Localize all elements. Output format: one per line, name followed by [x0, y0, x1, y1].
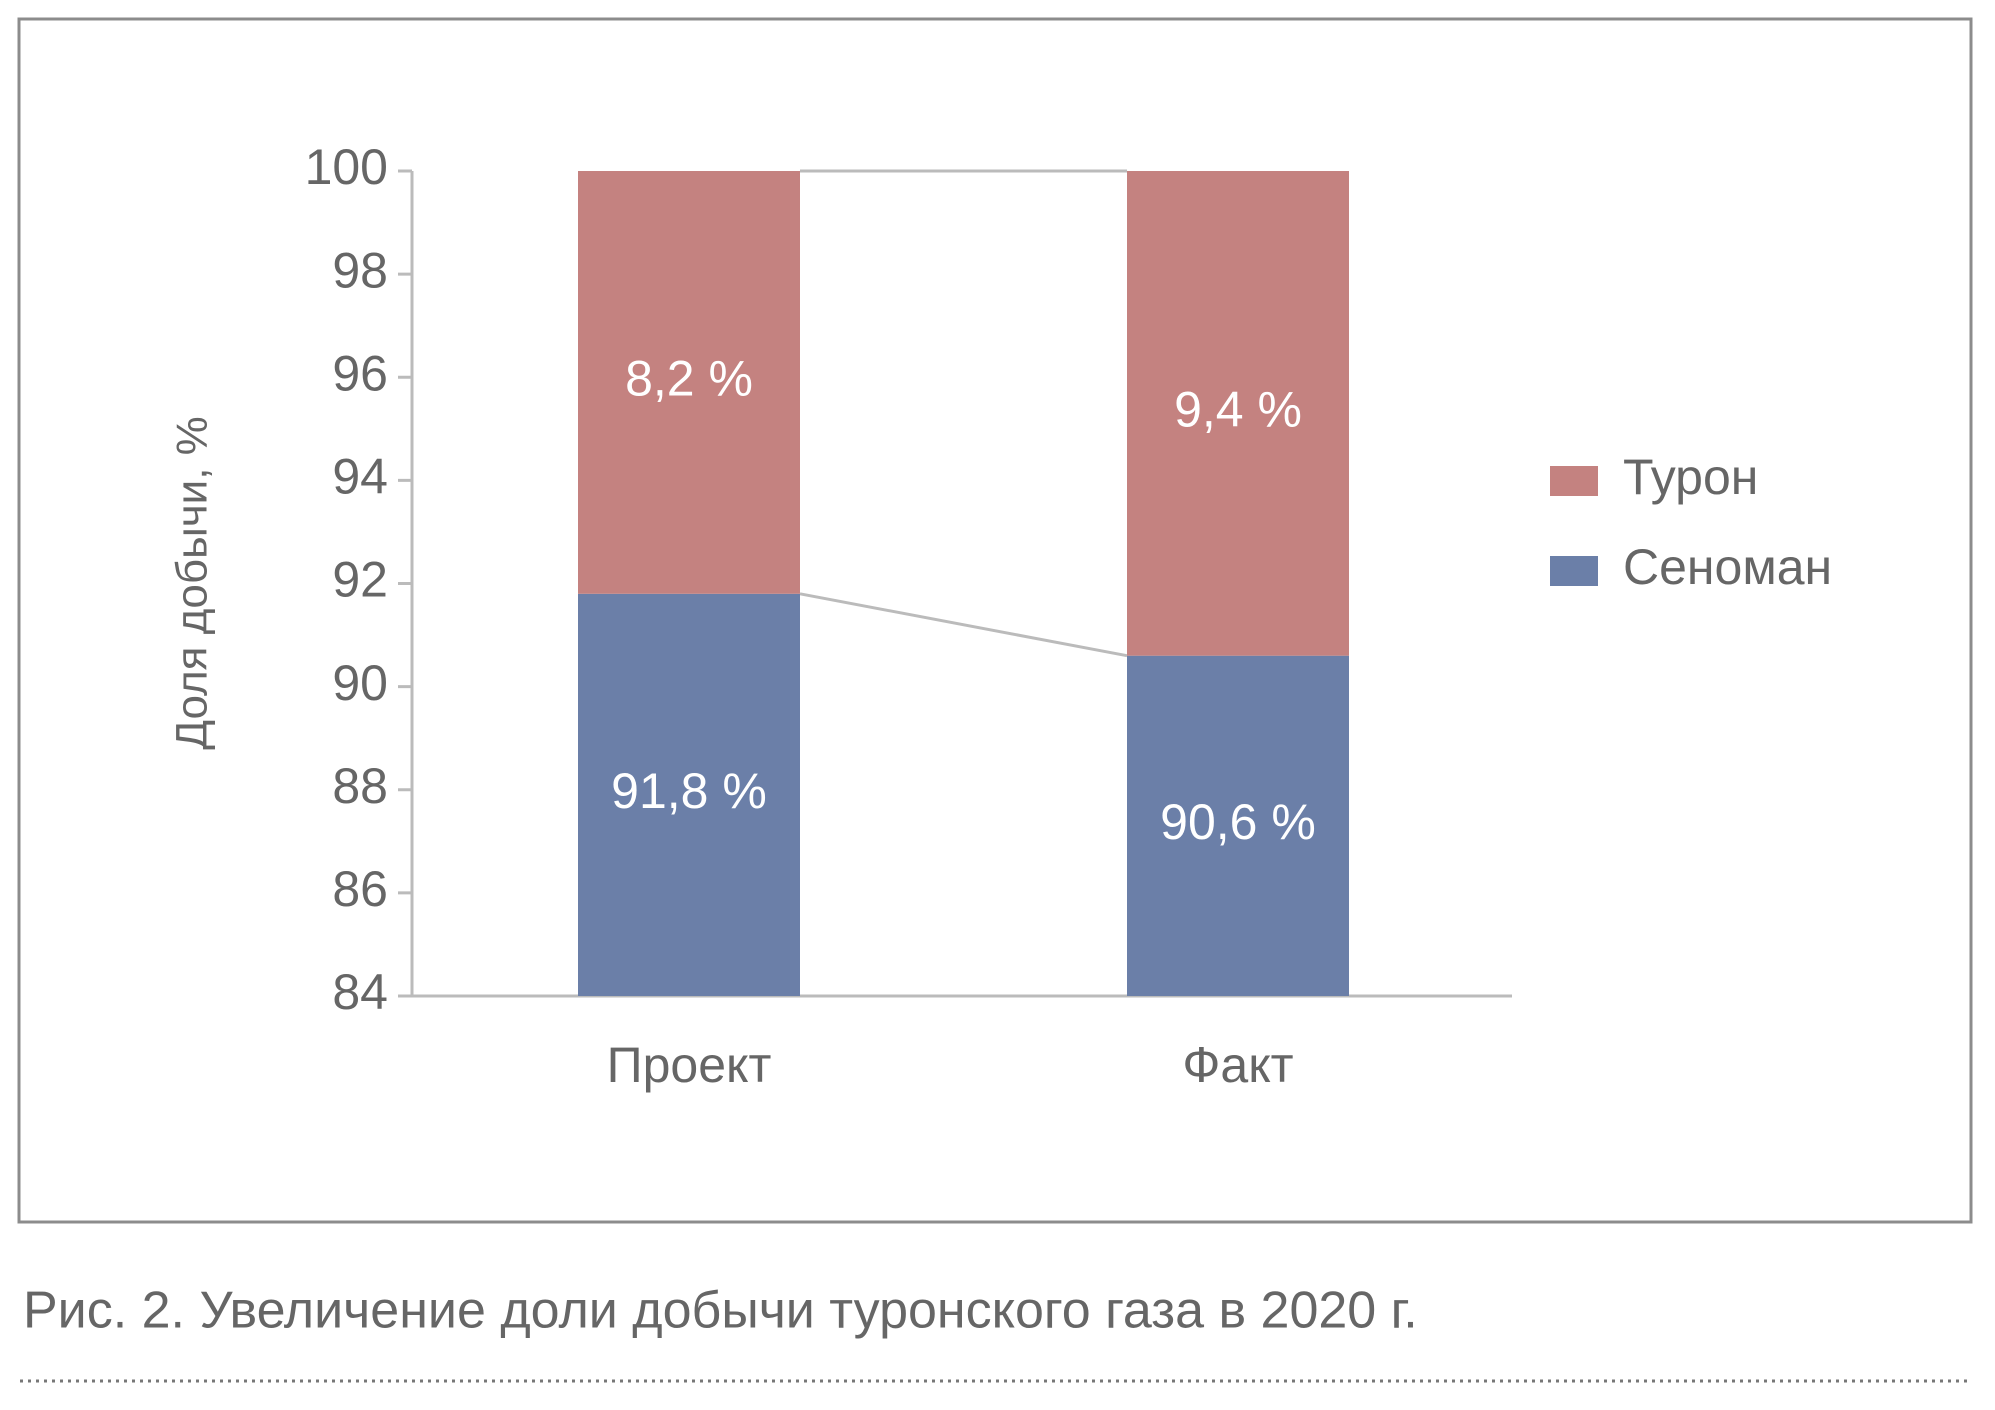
frame [17, 17, 1973, 1224]
bar-segment [578, 593, 800, 996]
caption: Рис. 2. Увеличение доли добычи туронског… [23, 1282, 1418, 1340]
y-tick-label: 90 [332, 655, 388, 711]
y-tick-label: 98 [332, 242, 388, 298]
y-tick-label: 86 [332, 861, 388, 917]
value-label: 9,4 % [1174, 382, 1302, 438]
y-tick-label: 96 [332, 345, 388, 401]
y-tick-label: 88 [332, 758, 388, 814]
y-tick-label: 92 [332, 552, 388, 608]
y-axis-label: Доля добычи, % [168, 416, 217, 750]
x-tick-label: Проект [607, 1037, 772, 1093]
y-tick-label: 100 [305, 139, 388, 195]
legend-swatch [1550, 556, 1598, 586]
y-tick-label: 94 [332, 449, 388, 505]
legend-label: Турон [1623, 449, 1758, 505]
bar-segment [1127, 655, 1349, 996]
x-tick-label: Факт [1182, 1037, 1293, 1093]
legend-swatch [1550, 466, 1598, 496]
bar-segment [1127, 171, 1349, 656]
legend-label: Сеноман [1623, 539, 1832, 595]
bar-segment [578, 171, 800, 594]
connector [799, 592, 1128, 658]
y-tick-label: 84 [332, 964, 388, 1020]
value-label: 8,2 % [625, 351, 753, 407]
value-label: 91,8 % [611, 763, 767, 819]
value-label: 90,6 % [1160, 794, 1316, 850]
